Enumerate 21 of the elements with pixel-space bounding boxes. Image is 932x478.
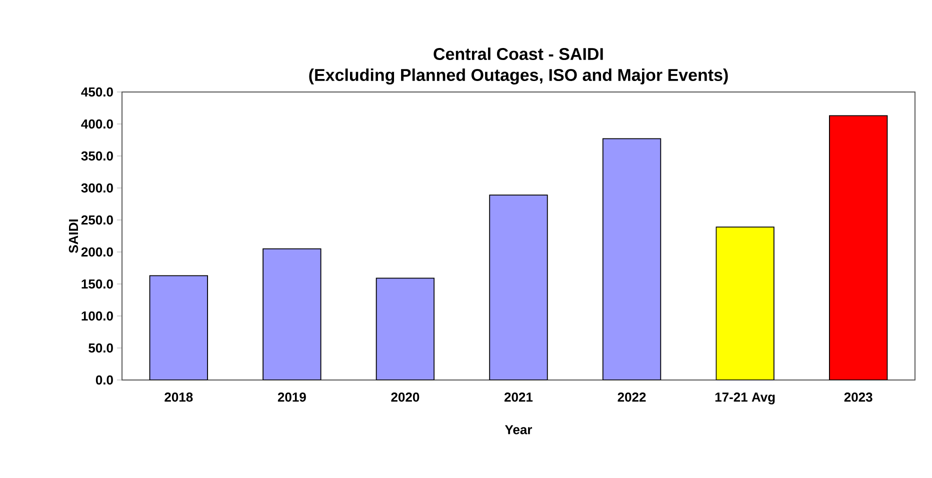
y-tick-label: 200.0 xyxy=(81,247,113,257)
y-tick-label: 350.0 xyxy=(81,151,113,161)
y-tick-label: 450.0 xyxy=(81,87,113,97)
x-tick-label: 17-21 Avg xyxy=(715,392,775,404)
y-tick-label: 300.0 xyxy=(81,183,113,193)
y-tick-label: 250.0 xyxy=(81,215,113,225)
y-tick-label: 50.0 xyxy=(88,343,113,353)
x-tick-label: 2018 xyxy=(164,392,193,402)
x-axis-title: Year xyxy=(504,425,532,434)
y-tick-label: 400.0 xyxy=(81,119,113,129)
x-tick-label: 2019 xyxy=(278,392,306,402)
chart-subtitle: (Excluding Planned Outages, ISO and Major Events) xyxy=(309,68,728,84)
y-axis-title: SAIDI xyxy=(68,220,78,253)
x-tick-label: 2021 xyxy=(504,392,533,402)
y-tick-label: 100.0 xyxy=(82,311,113,321)
chart-title: Central Coast - SAIDI xyxy=(434,48,603,60)
x-tick-label: 2023 xyxy=(844,392,872,402)
x-tick-label: 2020 xyxy=(391,392,420,402)
y-tick-label: 150.0 xyxy=(82,279,113,289)
y-tick-label: 0.0 xyxy=(96,375,113,385)
x-tick-label: 2022 xyxy=(618,392,646,402)
